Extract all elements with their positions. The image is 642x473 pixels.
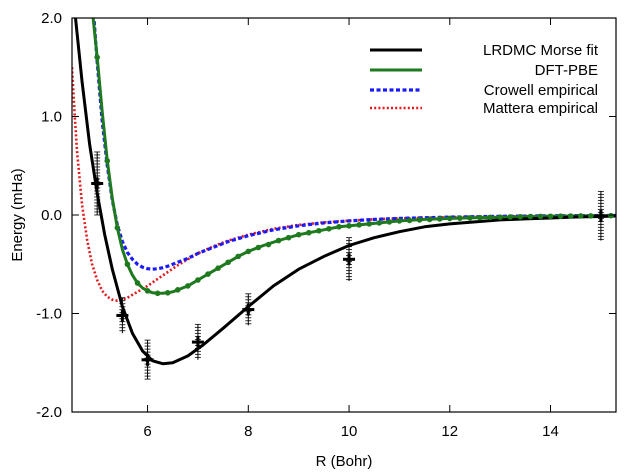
dft-point bbox=[527, 213, 534, 220]
x-tick-label: 12 bbox=[441, 423, 458, 440]
series-line-2 bbox=[92, 18, 616, 271]
lrdmc-point bbox=[116, 297, 129, 334]
dft-point bbox=[537, 213, 544, 220]
dft-point bbox=[144, 288, 151, 294]
dft-point bbox=[577, 213, 584, 219]
dft-point bbox=[487, 214, 493, 221]
y-tick-label: 0.0 bbox=[41, 207, 62, 224]
dft-point bbox=[376, 220, 383, 226]
x-axis-ticks: 6 8 10 12 14 bbox=[143, 18, 559, 440]
dft-point bbox=[416, 217, 423, 223]
dft-point bbox=[215, 265, 221, 271]
y-tick-label: 2.0 bbox=[41, 10, 62, 27]
dft-point bbox=[336, 224, 342, 230]
dft-point bbox=[588, 213, 594, 219]
dft-point bbox=[235, 253, 242, 260]
dft-point bbox=[134, 280, 141, 286]
dft-point bbox=[295, 231, 302, 238]
y-tick-label: 1.0 bbox=[41, 109, 62, 126]
x-tick-label: 8 bbox=[244, 423, 252, 440]
dft-point bbox=[436, 216, 443, 222]
legend: LRDMC Morse fit DFT-PBE Crowell empiricalM… bbox=[370, 42, 599, 117]
lrdmc-point bbox=[191, 323, 204, 360]
dft-point bbox=[567, 213, 574, 219]
dft-point bbox=[164, 290, 171, 296]
dft-point bbox=[517, 213, 524, 220]
x-axis-label: R (Bohr) bbox=[316, 453, 373, 470]
dft-point bbox=[457, 215, 463, 221]
dft-point bbox=[477, 214, 483, 221]
dft-point bbox=[366, 221, 372, 227]
dft-point bbox=[386, 219, 393, 225]
dft-point bbox=[265, 241, 272, 248]
dft-point bbox=[195, 277, 201, 283]
y-axis-label: Energy (mHa) bbox=[9, 168, 26, 261]
x-tick-label: 14 bbox=[542, 423, 559, 440]
dft-point bbox=[245, 248, 252, 255]
dft-point bbox=[255, 244, 262, 251]
x-tick-label: 6 bbox=[143, 423, 151, 440]
dft-point bbox=[557, 213, 564, 219]
legend-label-2: Crowell empirical bbox=[484, 82, 598, 99]
dft-point bbox=[275, 237, 282, 244]
dft-point bbox=[174, 287, 181, 293]
lrdmc-point bbox=[141, 339, 154, 380]
dft-point bbox=[406, 217, 413, 224]
dft-point bbox=[547, 213, 554, 220]
dft-point bbox=[446, 215, 453, 222]
legend-label-0: LRDMC Morse fit bbox=[483, 42, 599, 59]
dft-point bbox=[497, 214, 503, 220]
dft-point bbox=[426, 216, 433, 223]
x-tick-label: 10 bbox=[341, 423, 358, 440]
dft-point bbox=[316, 227, 322, 234]
lrdmc-point bbox=[343, 237, 356, 281]
dft-point bbox=[225, 259, 231, 266]
lrdmc-point bbox=[91, 151, 104, 216]
dft-point bbox=[326, 225, 332, 232]
y-tick-label: -1.0 bbox=[36, 306, 62, 323]
dft-point bbox=[285, 234, 292, 241]
lrdmc-point bbox=[594, 190, 607, 241]
dft-point bbox=[608, 212, 614, 219]
y-axis-ticks: -2.0 -1.0 0.0 1.0 2.0 bbox=[36, 10, 616, 421]
dft-point bbox=[104, 158, 111, 164]
dft-point bbox=[114, 225, 121, 231]
dft-point bbox=[94, 54, 100, 61]
errorbar-layer bbox=[91, 151, 607, 380]
dft-point bbox=[507, 214, 514, 220]
dft-point bbox=[305, 229, 312, 236]
dft-point bbox=[124, 261, 131, 268]
dft-point bbox=[396, 218, 403, 224]
dft-point bbox=[356, 222, 362, 228]
dft-point bbox=[467, 215, 473, 221]
y-tick-label: -2.0 bbox=[36, 404, 62, 421]
legend-label-3: Mattera empirical bbox=[483, 100, 598, 117]
dft-point bbox=[185, 283, 191, 289]
dft-point bbox=[205, 271, 211, 277]
dft-point bbox=[154, 290, 161, 297]
series-line-3 bbox=[72, 67, 616, 303]
dft-point bbox=[346, 223, 352, 229]
lrdmc-point bbox=[242, 293, 255, 326]
marker-layer bbox=[94, 54, 614, 297]
legend-label-1: DFT-PBE bbox=[535, 62, 598, 79]
